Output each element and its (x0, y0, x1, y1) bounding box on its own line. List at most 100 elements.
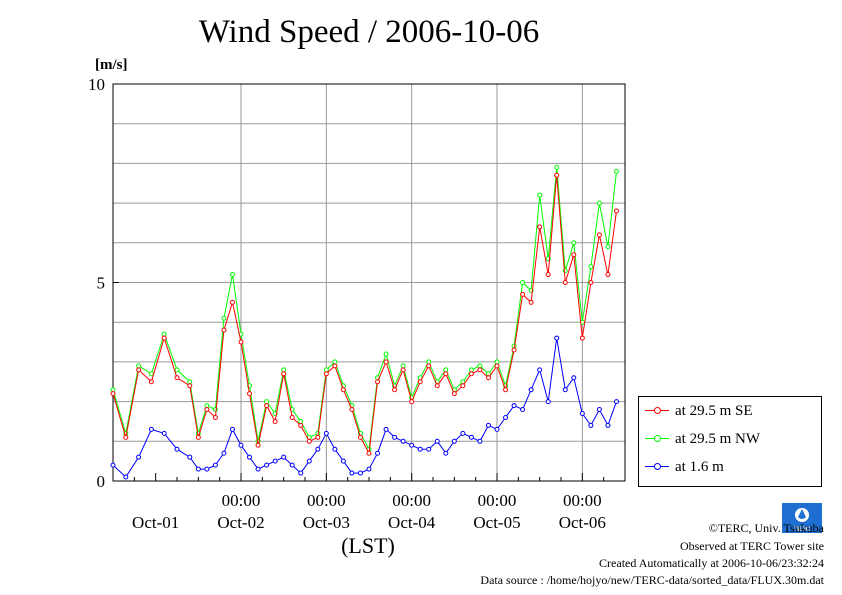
data-point-1 (426, 359, 432, 365)
x-tick-time-label: 00:00 (307, 491, 346, 510)
legend-item-nw: at 29.5 m NW (645, 429, 760, 449)
data-point-1 (494, 359, 500, 365)
data-point-2 (409, 442, 415, 448)
data-point-0 (136, 367, 142, 373)
data-point-1 (110, 387, 116, 393)
data-point-0 (340, 387, 346, 393)
data-point-1 (323, 367, 329, 373)
data-point-2 (383, 426, 389, 432)
footer-created: Created Automatically at 2006-10-06/23:3… (599, 556, 824, 570)
data-point-0 (460, 383, 466, 389)
y-tick-label: 0 (97, 472, 106, 491)
x-tick-time-label: 00:00 (478, 491, 517, 510)
data-point-0 (545, 272, 551, 278)
series-line-0 (112, 175, 617, 455)
data-point-2 (289, 462, 295, 468)
data-point-0 (357, 434, 363, 440)
data-point-0 (161, 335, 167, 341)
terc-logo: TERC (782, 503, 822, 533)
data-point-0 (588, 280, 594, 285)
y-axis-unit: [m/s] (95, 57, 128, 73)
data-point-2 (366, 466, 372, 472)
x-tick-date-label: Oct-01 (132, 513, 179, 532)
data-point-0 (212, 414, 218, 420)
data-point-1 (477, 363, 483, 369)
data-point-0 (613, 208, 619, 214)
data-point-2 (298, 470, 304, 476)
data-point-2 (477, 438, 483, 444)
data-point-1 (554, 164, 560, 170)
data-point-0 (204, 407, 210, 413)
data-point-1 (588, 264, 594, 270)
data-point-0 (443, 371, 449, 377)
data-point-2 (443, 450, 449, 456)
data-point-1 (187, 379, 193, 385)
data-point-0 (392, 387, 398, 393)
data-point-2 (264, 462, 270, 468)
data-point-1 (537, 192, 543, 198)
data-point-1 (204, 403, 210, 409)
footer-copyright: ©TERC, Univ. Tsukuba (708, 521, 824, 535)
data-point-0 (554, 172, 560, 178)
data-point-0 (289, 414, 295, 420)
svg-text:TERC: TERC (794, 527, 811, 533)
data-point-1 (613, 168, 619, 174)
data-point-0 (221, 327, 227, 333)
data-point-1 (596, 200, 602, 206)
data-point-2 (613, 399, 619, 405)
data-point-2 (195, 466, 201, 472)
data-point-0 (383, 359, 389, 365)
data-point-2 (187, 454, 193, 460)
data-point-2 (605, 422, 611, 428)
data-point-2 (123, 474, 129, 480)
data-point-0 (494, 363, 500, 369)
data-point-2 (323, 430, 329, 436)
data-point-2 (247, 454, 253, 460)
data-point-0 (123, 434, 129, 440)
data-point-2 (460, 430, 466, 436)
data-point-0 (298, 422, 304, 428)
data-point-0 (605, 272, 611, 278)
chart-legend: at 29.5 m SE at 29.5 m NW at 1.6 m (638, 396, 822, 487)
data-point-0 (238, 339, 244, 345)
data-point-2 (204, 466, 210, 472)
data-point-1 (229, 272, 235, 278)
legend-label-se: at 29.5 m SE (675, 402, 753, 419)
data-point-2 (528, 387, 534, 393)
y-tick-label: 10 (88, 75, 105, 94)
data-point-2 (426, 446, 432, 452)
data-point-2 (212, 462, 218, 468)
data-point-0 (477, 367, 483, 373)
x-tick-date-label: Oct-02 (217, 513, 264, 532)
x-tick-date-label: Oct-06 (559, 513, 606, 532)
data-point-1 (221, 315, 227, 321)
data-point-1 (468, 367, 474, 373)
data-point-0 (315, 434, 321, 440)
data-point-2 (340, 458, 346, 464)
data-point-0 (511, 347, 517, 353)
data-point-0 (468, 371, 474, 377)
data-point-2 (161, 430, 167, 436)
data-point-2 (545, 399, 551, 405)
data-point-0 (332, 363, 338, 369)
data-point-1 (520, 280, 526, 285)
data-point-0 (409, 399, 415, 405)
data-point-2 (229, 426, 235, 432)
data-point-2 (221, 450, 227, 456)
data-point-0 (229, 299, 235, 305)
data-point-0 (596, 232, 602, 238)
legend-swatch-1-6m (645, 462, 669, 472)
data-point-2 (520, 407, 526, 413)
data-point-1 (443, 367, 449, 373)
legend-label-1-6m: at 1.6 m (675, 458, 724, 475)
data-point-0 (366, 450, 372, 456)
data-point-0 (485, 375, 491, 381)
data-point-2 (255, 466, 261, 472)
footer-observed: Observed at TERC Tower site (679, 539, 824, 553)
data-point-2 (554, 335, 560, 341)
data-point-1 (298, 418, 304, 424)
x-tick-date-label: Oct-04 (388, 513, 436, 532)
legend-item-1-6m: at 1.6 m (645, 457, 724, 477)
data-point-0 (579, 335, 585, 341)
